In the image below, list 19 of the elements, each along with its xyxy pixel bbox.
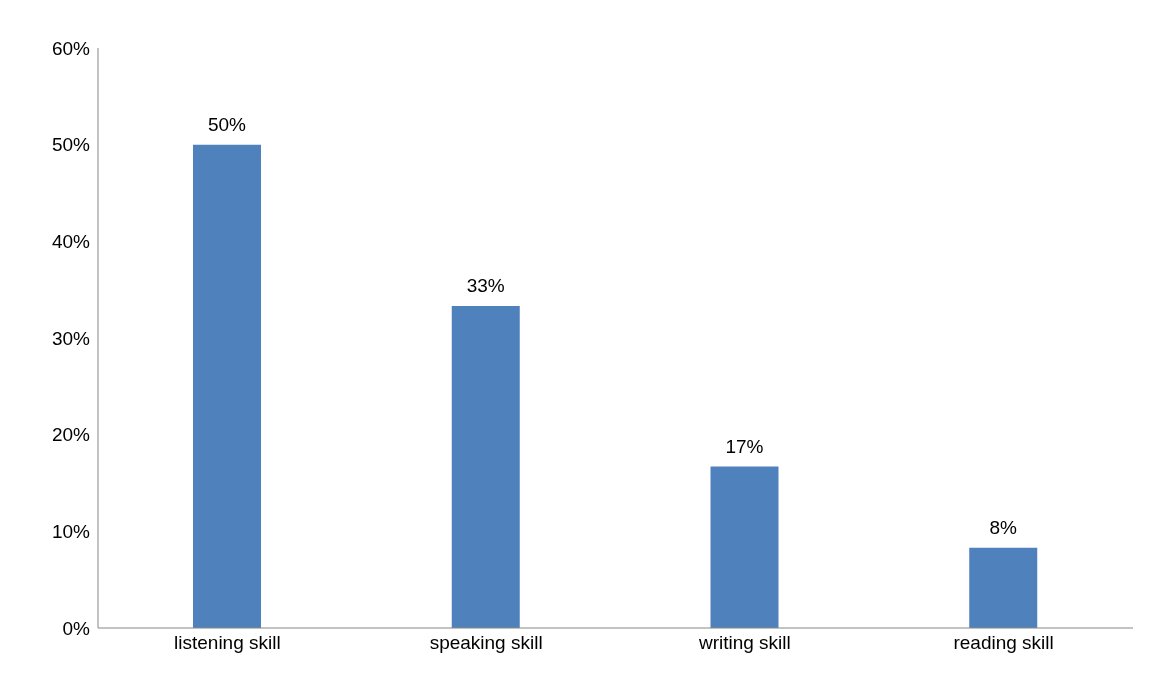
data-label: 17%	[725, 435, 764, 457]
bar	[710, 466, 779, 628]
y-tick-label: 60%	[51, 37, 91, 59]
y-tick-label: 20%	[51, 424, 91, 446]
y-tick-label: 0%	[62, 617, 91, 639]
y-tick-label: 30%	[51, 327, 91, 349]
y-tick-label: 40%	[51, 231, 91, 253]
y-tick-label: 10%	[51, 521, 91, 543]
data-label: 33%	[466, 275, 505, 297]
data-label: 8%	[989, 516, 1018, 538]
x-tick-label: writing skill	[697, 632, 791, 654]
x-tick-label: speaking skill	[429, 632, 543, 654]
bar	[451, 306, 520, 628]
bar	[969, 547, 1038, 628]
y-tick-label: 50%	[51, 134, 91, 156]
x-tick-label: listening skill	[174, 632, 281, 654]
bar	[193, 144, 261, 628]
x-tick-label: reading skill	[953, 632, 1054, 654]
data-label: 50%	[207, 113, 247, 135]
